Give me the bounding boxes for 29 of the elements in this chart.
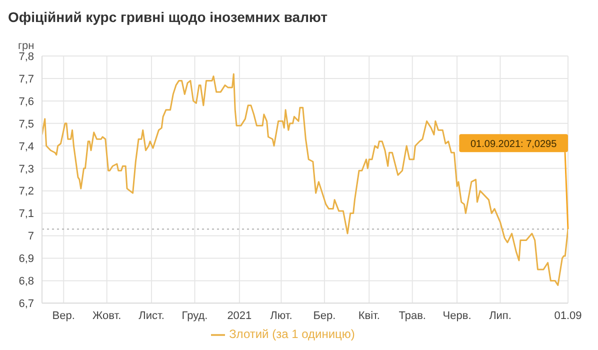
x-tick-label: Вер. xyxy=(52,310,75,322)
y-tick-label: 6,7 xyxy=(18,298,34,310)
chart-title: Офіційний курс гривні щодо іноземних валют xyxy=(8,8,328,27)
x-tick-label: Квіт. xyxy=(358,310,380,322)
x-tick-label: 2021 xyxy=(227,310,252,322)
x-tick-label: Бер. xyxy=(313,310,336,322)
line-series xyxy=(42,73,568,286)
y-tick-label: 7 xyxy=(28,230,34,243)
y-tick-label: 7,7 xyxy=(18,73,34,86)
x-tick-label: Трав. xyxy=(398,310,426,322)
x-tick-label: Лип. xyxy=(489,310,512,322)
annotation: 01.09.2021: 7,0295 xyxy=(470,139,558,150)
y-axis-title: грн xyxy=(18,40,34,52)
x-tick-label: Черв. xyxy=(442,310,472,322)
x-tick-label: Жовт. xyxy=(92,310,122,322)
y-tick-label: 7,8 xyxy=(18,50,34,63)
x-tick-label: Лют. xyxy=(270,310,292,322)
x-tick-label: Груд. xyxy=(182,310,208,322)
x-tick-label: Лист. xyxy=(138,310,164,322)
y-tick-label: 6,9 xyxy=(18,253,34,266)
x-tick-label: 01.09 xyxy=(554,310,582,322)
legend-label: Злотий (за 1 одиницю) xyxy=(229,327,355,342)
y-tick-label: 7,6 xyxy=(18,96,34,108)
y-tick-label: 7,5 xyxy=(18,118,34,130)
y-tick-label: 6,8 xyxy=(18,276,34,288)
y-tick-label: 7,2 xyxy=(18,186,34,198)
y-tick-label: 7,4 xyxy=(18,140,34,153)
y-tick-label: 7,1 xyxy=(18,208,34,220)
y-tick-label: 7,3 xyxy=(18,163,34,176)
